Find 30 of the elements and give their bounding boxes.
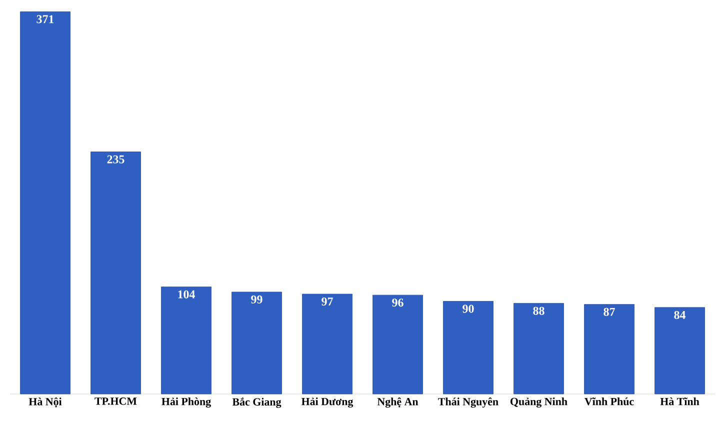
x-tick-label: Quảng Ninh xyxy=(510,398,568,408)
data-label: 96 xyxy=(392,298,404,307)
bar xyxy=(584,304,634,394)
data-label: 87 xyxy=(604,308,615,316)
x-tick-label: Hà Nội xyxy=(28,398,62,408)
bar xyxy=(232,292,282,394)
x-tick-label: Nghệ An xyxy=(377,398,418,408)
bar xyxy=(161,286,212,394)
x-tick-label: Hải Dương xyxy=(301,398,354,408)
data-label: 97 xyxy=(322,298,333,306)
data-label: 371 xyxy=(36,15,54,24)
x-tick-label: Hà Tĩnh xyxy=(660,398,700,406)
bar xyxy=(514,303,564,394)
bar xyxy=(90,152,141,394)
data-label: 104 xyxy=(178,290,195,298)
data-label: 99 xyxy=(251,295,262,304)
bar xyxy=(654,307,705,394)
x-tick-label: Bắc Giang xyxy=(232,398,282,408)
bar xyxy=(372,294,423,394)
data-label: 90 xyxy=(462,304,474,313)
data-label: 88 xyxy=(533,306,544,315)
bar xyxy=(302,294,352,394)
x-tick-label: Thái Nguyên xyxy=(438,398,498,408)
x-tick-label: Vĩnh Phúc xyxy=(584,398,634,406)
x-tick-label: Hải Phòng xyxy=(162,398,211,408)
bar xyxy=(443,301,494,394)
x-tick-label: TP.HCM xyxy=(94,398,137,405)
bar xyxy=(20,11,70,394)
data-label: 84 xyxy=(674,310,686,320)
data-label: 235 xyxy=(107,155,124,164)
